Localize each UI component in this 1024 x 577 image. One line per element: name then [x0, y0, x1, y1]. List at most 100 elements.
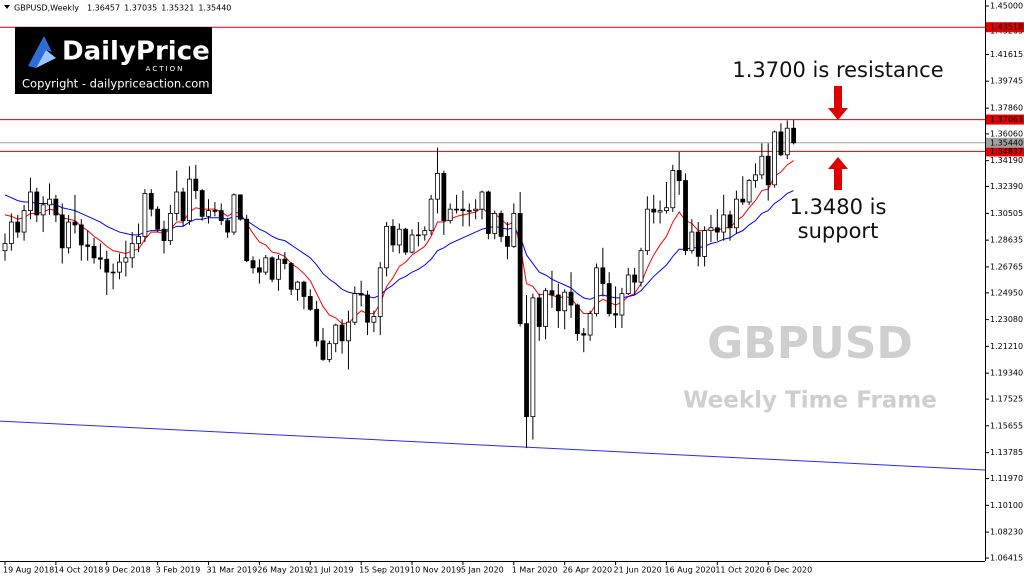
candle-body [651, 208, 657, 213]
candle-body [555, 294, 561, 312]
x-tick-label: 14 Oct 2018 [54, 566, 103, 575]
level-label-box [986, 22, 1024, 33]
watermark-title: GBPUSD [707, 318, 913, 369]
candle-body [53, 198, 59, 216]
candle-body [396, 228, 402, 246]
x-tick-label: 26 May 2019 [257, 566, 309, 575]
candle-body [498, 213, 504, 237]
candle-body [91, 245, 97, 259]
candle-body [206, 210, 211, 217]
candle-body [244, 218, 250, 262]
candle-body [524, 323, 529, 418]
candle-body [276, 258, 281, 280]
logo-brand: DailyPrice [62, 37, 210, 67]
candle-body [237, 194, 243, 220]
y-tick-label: 1.21210 [990, 342, 1023, 351]
quote-value: 1.36457 [87, 4, 120, 13]
candle-body [587, 313, 593, 336]
y-tick-label: 1.06415 [990, 554, 1023, 563]
resistance-note: 1.3700 is resistance [732, 58, 943, 82]
candle-body [562, 291, 568, 312]
y-tick-label: 1.10100 [990, 501, 1023, 510]
y-tick-label: 1.23080 [990, 315, 1023, 324]
candle-body [326, 343, 332, 360]
candle-body [295, 281, 300, 290]
level-label-box [986, 146, 1024, 157]
quote-value: 1.35440 [198, 4, 231, 13]
level-label-box [986, 114, 1024, 125]
candle-body [320, 340, 326, 360]
candle-body [740, 198, 746, 203]
candle-body [231, 194, 237, 233]
candle-body [428, 198, 434, 232]
candle-body [727, 214, 733, 229]
candle-body [536, 297, 542, 327]
y-tick-label: 1.34190 [990, 156, 1023, 165]
candle-body [479, 191, 485, 210]
candle-body [307, 296, 313, 310]
y-tick-label: 1.32390 [990, 182, 1023, 191]
candle-body [314, 308, 320, 342]
candle-body [123, 257, 129, 263]
candle-body [415, 234, 421, 237]
candle-body [129, 243, 135, 259]
candle-body [435, 173, 440, 200]
candle-body [263, 257, 269, 273]
candle-body [505, 235, 510, 247]
moving-average [4, 160, 794, 325]
y-tick-label: 1.26765 [990, 262, 1023, 271]
watermark-subtitle: Weekly Time Frame [683, 388, 937, 414]
candle-body [377, 267, 383, 317]
candle-body [225, 220, 231, 233]
candle-body [66, 221, 71, 249]
candle-body [167, 213, 173, 242]
candle-body [447, 208, 453, 222]
candle-body [384, 225, 390, 269]
support-note: support [798, 219, 879, 243]
candle-body [581, 333, 587, 336]
candle-body [333, 324, 339, 345]
quote-value: 1.35321 [161, 4, 194, 13]
candle-body [180, 191, 186, 222]
x-tick-label: 6 Dec 2020 [766, 566, 812, 575]
candle-body [117, 261, 122, 273]
x-tick-label: 31 Mar 2019 [207, 566, 258, 575]
candle-body [403, 228, 409, 253]
candle-body [473, 208, 479, 212]
x-tick-label: 9 Dec 2018 [105, 566, 151, 575]
candle-body [136, 235, 141, 244]
candle-body [784, 127, 790, 156]
candle-body [187, 178, 192, 222]
candle-body [619, 293, 625, 316]
x-tick-label: 15 Sep 2019 [359, 566, 410, 575]
candle-body [683, 180, 688, 252]
candle-body [269, 257, 275, 280]
candle-body [606, 283, 612, 315]
candle-body [212, 210, 218, 212]
candle-body [358, 293, 364, 296]
candle-body [78, 224, 84, 246]
candle-body [460, 208, 466, 212]
candle-body [568, 291, 574, 306]
candle-body [454, 208, 459, 211]
candle-body [759, 155, 765, 176]
candle-body [441, 173, 447, 222]
candle-body [59, 214, 65, 249]
candle-body [670, 170, 676, 209]
x-tick-label: 19 Aug 2018 [3, 566, 54, 575]
candle-body [365, 294, 370, 323]
candle-body [664, 207, 669, 212]
candle-body [85, 244, 91, 247]
plot-area [0, 26, 986, 471]
logo-icon [28, 36, 52, 68]
candle-body [98, 257, 103, 260]
candle-body [161, 228, 167, 242]
symbol-title: GBPUSD,Weekly [14, 4, 79, 13]
x-tick-label: 26 Apr 2020 [563, 566, 612, 575]
candle-body [371, 316, 377, 323]
support-note: 1.3480 is [790, 195, 887, 219]
candle-body [148, 193, 154, 210]
candle-body [250, 260, 256, 269]
logo-tagline: ACTION [146, 65, 185, 73]
